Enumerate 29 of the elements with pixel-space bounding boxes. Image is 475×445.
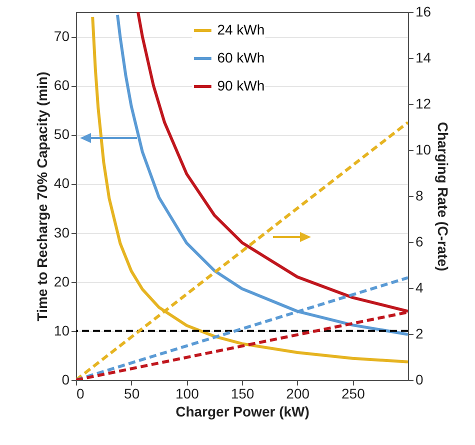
y2-tick-label: 6 [416,234,424,250]
y2-tick-label: 10 [416,142,432,158]
y-tick-label: 10 [54,322,70,338]
y-tick-label: 0 [62,372,70,388]
x-tick-label: 250 [341,386,366,402]
legend-label: 60 kWh [217,50,265,66]
y-axis-title: Time to Recharge 70% Capacity (min) [34,72,50,322]
y-tick-label: 40 [54,175,70,192]
y-tick-label: 60 [54,77,70,94]
y2-tick-label: 4 [416,280,424,296]
x-tick-label: 100 [175,386,200,402]
legend-label: 24 kWh [217,22,265,38]
y2-axis-title: Charging Rate (C-rate) [435,122,452,272]
x-tick-label: 200 [286,386,310,402]
y2-tick-label: 16 [416,4,432,20]
y-tick-label: 30 [54,224,70,240]
y2-tick-label: 0 [416,372,424,388]
x-axis-title: Charger Power (kW) [176,404,310,420]
y2-tick-label: 14 [416,50,432,66]
x-tick-label: 0 [76,386,84,402]
x-tick-label: 50 [124,386,140,402]
y2-tick-label: 2 [416,326,424,342]
legend-label: 90 kWh [217,78,265,94]
y-tick-label: 50 [54,126,70,142]
y2-tick-label: 8 [416,188,424,204]
y-tick-label: 70 [54,28,70,44]
y-tick-label: 20 [54,273,70,290]
x-tick-label: 150 [230,386,254,402]
y2-tick-label: 12 [416,96,432,112]
